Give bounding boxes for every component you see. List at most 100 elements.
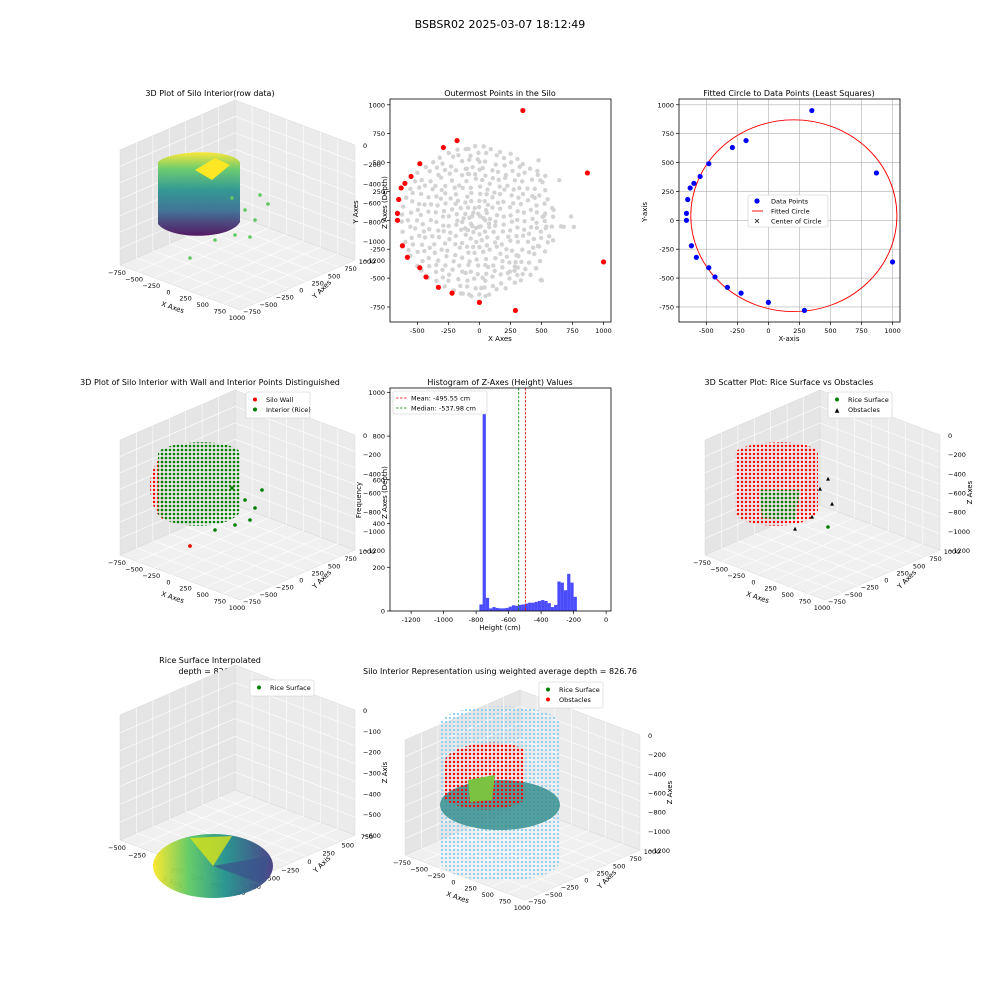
interior-point xyxy=(419,242,425,248)
grid-line xyxy=(807,543,923,594)
histogram-bar xyxy=(515,605,519,611)
interior-points xyxy=(399,143,577,299)
interior-point xyxy=(508,160,514,165)
interior-point xyxy=(520,247,525,252)
z-tick-label: −600 xyxy=(648,790,666,798)
outermost-point xyxy=(417,161,423,167)
interior-point xyxy=(436,228,441,233)
interior-point xyxy=(418,191,424,197)
interior-point xyxy=(537,193,542,198)
interior-point xyxy=(485,187,490,192)
legend-marker: ▲ xyxy=(835,407,840,414)
interior-point xyxy=(535,168,540,174)
legend-label: Interior (Rice) xyxy=(266,406,311,414)
y-tick-label: 0 xyxy=(381,608,385,616)
interior-point xyxy=(545,240,551,245)
interior-point xyxy=(545,197,550,202)
x-tick-label: 0 xyxy=(766,327,770,335)
grid-line xyxy=(218,221,339,268)
legend-marker xyxy=(754,198,760,204)
interior-point xyxy=(483,278,488,283)
x-tick-label: -250 xyxy=(730,327,745,335)
interior-point xyxy=(497,184,502,189)
interior-point xyxy=(492,268,497,274)
interior-point xyxy=(514,233,519,239)
x-tick-label: 250 xyxy=(464,885,476,893)
grid-line xyxy=(234,736,356,782)
grid-line xyxy=(790,536,906,588)
interior-point xyxy=(408,186,413,192)
y-tick-label: 250 xyxy=(662,188,674,196)
interior-point xyxy=(557,177,562,183)
grid-line xyxy=(119,116,236,167)
interior-point xyxy=(434,194,439,199)
interior-point xyxy=(486,221,492,226)
grid-line xyxy=(234,181,356,228)
z-tick-label: −1000 xyxy=(363,528,385,536)
histogram-bar xyxy=(531,602,535,611)
panel-outermost-points: Outermost Points in the Silo X Axes Y Ax… xyxy=(352,89,612,343)
grid-line xyxy=(119,682,236,734)
y-tick-label: 0 xyxy=(299,287,303,295)
interior-point xyxy=(477,198,482,204)
legend-marker xyxy=(253,397,257,402)
interior-point xyxy=(420,221,425,227)
y-tick-label: 1000 xyxy=(359,258,376,266)
interior-point xyxy=(517,185,522,191)
interior-point xyxy=(455,198,461,203)
z-tick-label: 0 xyxy=(948,432,952,440)
interior-point xyxy=(515,209,520,214)
interior-point xyxy=(423,164,428,170)
interior-point xyxy=(447,237,452,242)
histogram-bar xyxy=(495,607,499,611)
interior-point xyxy=(468,153,473,158)
interior-point xyxy=(452,185,457,190)
interior-point xyxy=(540,214,545,220)
legend-marker: × xyxy=(754,217,761,226)
interior-point xyxy=(478,191,483,197)
interior-point xyxy=(518,278,524,283)
interior-point xyxy=(516,253,521,259)
data-point xyxy=(809,107,815,114)
interior-point xyxy=(511,187,516,192)
x-tick-label: 250 xyxy=(793,327,805,335)
interior-point xyxy=(426,195,431,200)
interior-point xyxy=(482,198,487,204)
grid-line xyxy=(234,198,356,244)
y-tick-label: 0 xyxy=(307,858,311,866)
interior-point xyxy=(468,236,473,241)
interior-point xyxy=(453,192,459,197)
interior-point xyxy=(472,250,477,256)
scatter-point xyxy=(213,238,217,242)
interior-point xyxy=(494,287,499,292)
z-tick-label: −800 xyxy=(363,509,381,517)
interior-point xyxy=(482,229,488,234)
z-tick-label: −1200 xyxy=(363,257,385,265)
y-tick-label: 0 xyxy=(584,877,588,885)
histogram-bar xyxy=(554,604,558,611)
interior-point xyxy=(443,183,448,189)
grid-line xyxy=(234,132,356,179)
interior-point xyxy=(403,239,408,245)
grid-line xyxy=(819,439,941,485)
interior-point xyxy=(534,220,539,225)
interior-point xyxy=(522,219,527,224)
interior-point xyxy=(415,207,421,213)
interior-point xyxy=(410,190,415,196)
grid-line xyxy=(119,771,236,823)
interior-point xyxy=(412,179,418,184)
interior-point xyxy=(478,224,483,229)
histogram-bar xyxy=(560,582,564,611)
x-tick-label: −750 xyxy=(393,859,411,867)
y-tick-label: −500 xyxy=(259,301,277,309)
x-axis-label: X Axes xyxy=(488,335,512,343)
interior-point xyxy=(542,201,547,206)
interior-point xyxy=(451,259,456,264)
legend-label: Data Points xyxy=(771,198,809,206)
grid-line xyxy=(819,422,941,469)
histogram-bar xyxy=(557,581,561,611)
interior-point xyxy=(520,271,525,277)
x-tick-label: −500 xyxy=(710,565,728,573)
interior-point xyxy=(490,175,496,181)
grid-line xyxy=(222,253,338,304)
